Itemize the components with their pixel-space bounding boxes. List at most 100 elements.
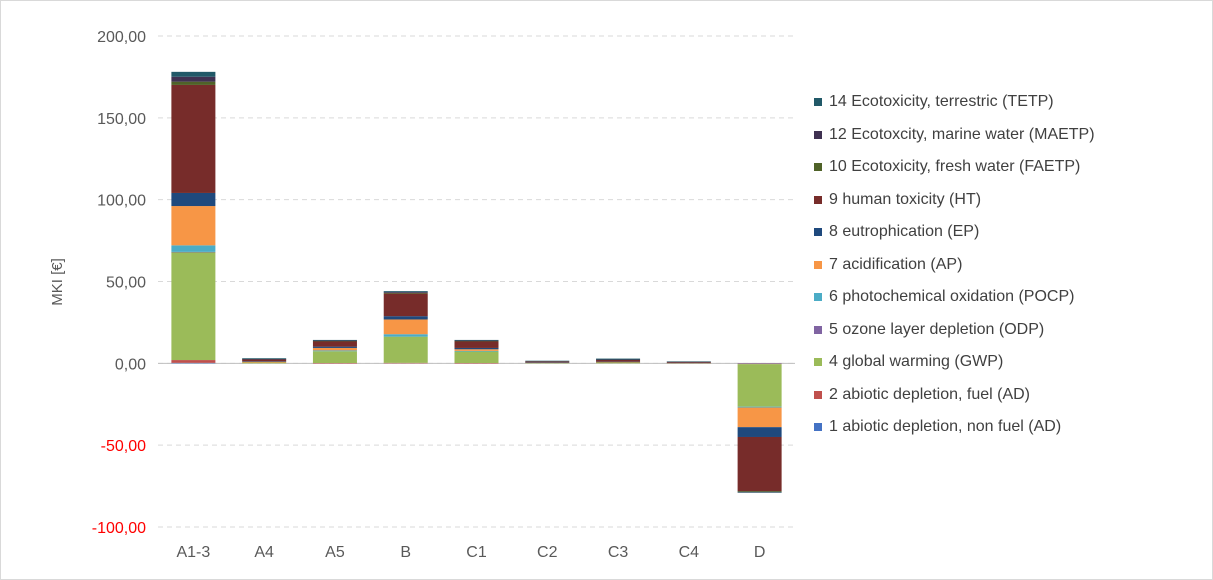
gridlines — [158, 35, 795, 528]
legend-swatch — [814, 130, 822, 139]
bar-segment-C2-8 — [525, 361, 570, 363]
x-tick-label: C4 — [679, 544, 700, 561]
legend-label: 2 abiotic depletion, fuel (AD) — [829, 385, 1030, 403]
legend-item: 6 photochemical oxidation (POCP) — [814, 281, 1209, 314]
bar-segment-C2-3 — [525, 362, 570, 364]
bar-segment-C1-6 — [454, 349, 499, 351]
bar-segment-C2-7 — [525, 362, 570, 363]
bars — [171, 71, 782, 493]
bar-segment-D-1 — [737, 363, 782, 364]
bar-segment-B-5 — [383, 334, 428, 337]
bar-segment-B-11 — [383, 291, 428, 293]
legend-label: 9 human toxicity (HT) — [829, 190, 982, 208]
x-tick-label: A1-3 — [176, 544, 210, 561]
bar-segment-C1-5 — [454, 350, 499, 352]
bar-segment-B-8 — [383, 293, 428, 317]
legend-label: 8 eutrophication (EP) — [829, 223, 980, 241]
y-tick-label: 150,00 — [97, 111, 146, 128]
bar-segment-A1-3-5 — [171, 245, 216, 252]
bar-segment-A1-3-10 — [171, 76, 216, 82]
bar-segment-A5-5 — [312, 350, 357, 352]
bar-segment-A5-7 — [312, 346, 357, 348]
legend-swatch — [814, 358, 822, 367]
legend-item: 2 abiotic depletion, fuel (AD) — [814, 379, 1209, 412]
bar-segment-A5-10 — [312, 340, 357, 342]
legend-item: 4 global warming (GWP) — [814, 346, 1209, 379]
bar-segment-A4-6 — [242, 361, 287, 363]
bar-segment-A5-8 — [312, 341, 357, 347]
x-tick-label: B — [400, 544, 411, 561]
bar-segment-D-6 — [737, 407, 782, 428]
legend-label: 12 Ecotoxcity, marine water (MAETP) — [829, 125, 1095, 143]
bar-segment-A5-6 — [312, 347, 357, 351]
bar-segment-A4-8 — [242, 359, 287, 362]
legend-swatch — [814, 260, 822, 269]
y-tick-label: 50,00 — [106, 275, 146, 292]
bar-segment-C3-8 — [596, 359, 641, 362]
bar-segment-A4-10 — [242, 359, 287, 360]
legend-swatch — [814, 293, 822, 302]
bar-segment-A5-9 — [312, 340, 357, 342]
legend: 14 Ecotoxicity, terrestric (TETP) 12 Ecot… — [814, 86, 1209, 444]
bar-segment-D-10 — [737, 491, 782, 493]
x-tick-label: C1 — [466, 544, 487, 561]
y-tick-label: 100,00 — [97, 193, 146, 210]
bar-segment-C4-7 — [666, 362, 711, 364]
bar-segment-B-2 — [383, 362, 428, 364]
legend-item: 8 eutrophication (EP) — [814, 216, 1209, 249]
bar-segment-A4-7 — [242, 361, 287, 362]
bar-segment-A1-3-1 — [171, 362, 216, 364]
legend-swatch — [814, 423, 822, 432]
legend-item: 14 Ecotoxicity, terrestric (TETP) — [814, 86, 1209, 119]
bar-segment-B-7 — [383, 316, 428, 320]
bar-segment-C1-10 — [454, 340, 499, 342]
y-tick-label: -100,00 — [92, 520, 146, 537]
bar-segment-B-10 — [383, 292, 428, 293]
legend-label: 7 acidification (AP) — [829, 255, 963, 273]
bar-segment-D-7 — [737, 427, 782, 437]
bar-segment-A5-11 — [312, 339, 357, 341]
y-tick-labels: 200,00 150,00 100,00 50,00 0,00 -50,00 -100,00 — [92, 29, 146, 537]
legend-item: 9 human toxicity (HT) — [814, 184, 1209, 217]
y-tick-label: -50,00 — [101, 438, 146, 455]
x-tick-label: D — [754, 544, 766, 561]
bar-segment-C1-3 — [454, 351, 499, 364]
bar-segment-A5-2 — [312, 363, 357, 364]
bar-segment-D-8 — [737, 436, 782, 491]
legend-item: 7 acidification (AP) — [814, 249, 1209, 282]
legend-item: 5 ozone layer depletion (ODP) — [814, 314, 1209, 347]
legend-swatch — [814, 98, 822, 107]
legend-swatch — [814, 390, 822, 399]
bar-segment-C1-7 — [454, 347, 499, 350]
legend-swatch — [814, 195, 822, 204]
bar-segment-A5-3 — [312, 351, 357, 364]
legend-label: 6 photochemical oxidation (POCP) — [829, 288, 1075, 306]
bar-segment-B-6 — [383, 319, 428, 335]
bar-segment-B-9 — [383, 292, 428, 294]
bar-segment-A4-3 — [242, 362, 287, 364]
x-tick-label: C2 — [537, 544, 558, 561]
bar-segment-A1-3-3 — [171, 252, 216, 361]
legend-swatch — [814, 163, 822, 172]
bar-segment-A1-3-11 — [171, 71, 216, 77]
legend-label: 14 Ecotoxicity, terrestric (TETP) — [829, 93, 1054, 111]
legend-swatch — [814, 325, 822, 334]
x-tick-label: C3 — [608, 544, 629, 561]
legend-label: 4 global warming (GWP) — [829, 353, 1004, 371]
bar-segment-C1-8 — [454, 341, 499, 348]
bar-segment-D-5 — [737, 406, 782, 408]
legend-label: 10 Ecotoxicity, fresh water (FAETP) — [829, 158, 1081, 176]
bar-segment-C3-6 — [596, 362, 641, 363]
y-tick-label: 0,00 — [115, 356, 146, 373]
bar-segment-A1-3-7 — [171, 192, 216, 207]
legend-label: 1 abiotic depletion, non fuel (AD) — [829, 418, 1062, 436]
bar-segment-A1-3-9 — [171, 81, 216, 85]
y-tick-label: 200,00 — [97, 29, 146, 46]
legend-swatch — [814, 228, 822, 237]
bar-segment-A1-3-4 — [171, 251, 216, 253]
bar-segment-C3-10 — [596, 359, 641, 361]
bar-segment-A4-11 — [242, 358, 287, 360]
bar-segment-C3-11 — [596, 358, 641, 360]
bar-segment-C1-11 — [454, 339, 499, 341]
legend-item: 10 Ecotoxicity, fresh water (FAETP) — [814, 151, 1209, 184]
